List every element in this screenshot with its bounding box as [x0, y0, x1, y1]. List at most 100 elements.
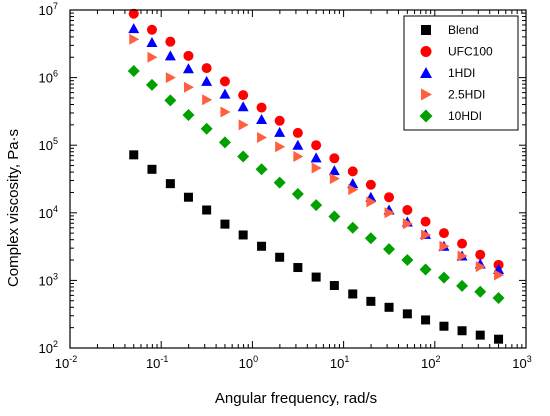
x-tick-label: 101: [330, 354, 349, 371]
legend-marker: [421, 88, 432, 101]
legend-label: 2.5HDI: [448, 88, 485, 102]
data-point: [257, 241, 267, 251]
legend-label: 10HDI: [448, 109, 482, 123]
data-point: [329, 281, 339, 291]
x-tick-label: 100: [239, 354, 258, 371]
data-point: [145, 78, 158, 91]
data-point: [346, 221, 359, 234]
x-tick-label: 10-2: [55, 354, 77, 371]
x-tick-label: 102: [421, 354, 440, 371]
data-point: [146, 37, 158, 48]
series-2-5hdi: [129, 33, 505, 281]
data-point: [365, 179, 376, 190]
data-point: [402, 205, 413, 216]
legend-marker: [419, 109, 433, 123]
y-tick-label: 103: [39, 271, 58, 288]
data-point: [147, 164, 157, 174]
data-point: [402, 309, 412, 319]
data-point: [182, 63, 194, 74]
data-point: [311, 162, 322, 174]
x-tick-label: 103: [512, 354, 531, 371]
data-point: [492, 291, 505, 304]
y-tick-label: 104: [39, 204, 58, 221]
data-point: [202, 94, 213, 106]
data-point: [183, 192, 193, 202]
data-point: [165, 72, 176, 84]
plot-frame: [69, 9, 527, 349]
data-point: [310, 152, 322, 163]
data-point: [494, 269, 505, 281]
legend-label: Blend: [448, 23, 479, 37]
y-tick-label: 106: [39, 69, 58, 86]
data-point: [348, 289, 358, 299]
data-point: [384, 207, 395, 219]
data-point: [494, 334, 504, 344]
data-point: [128, 23, 140, 34]
data-point: [329, 153, 340, 164]
data-point: [220, 106, 231, 118]
data-point: [274, 126, 286, 137]
data-point: [383, 243, 396, 256]
data-point: [237, 150, 250, 163]
legend-label: UFC100: [448, 45, 493, 59]
data-point: [291, 187, 304, 200]
data-point: [129, 33, 140, 45]
data-point: [275, 252, 285, 262]
data-point: [438, 228, 449, 239]
data-point: [183, 81, 194, 93]
data-point: [182, 108, 195, 121]
data-point: [474, 285, 487, 298]
data-point: [257, 131, 268, 143]
data-point: [421, 229, 432, 241]
data-point: [201, 63, 212, 74]
data-point: [164, 50, 176, 61]
data-point: [201, 75, 213, 86]
y-axis-title: Complex viscosity, Pa·s: [5, 129, 22, 287]
data-point: [164, 94, 177, 107]
y-tick-label: 105: [39, 136, 58, 153]
data-point: [364, 232, 377, 245]
data-point: [347, 166, 358, 177]
data-point: [328, 210, 341, 223]
data-point: [293, 263, 303, 273]
data-point: [255, 163, 268, 176]
data-point: [402, 218, 413, 230]
data-point: [219, 76, 230, 87]
legend-marker: [420, 46, 432, 57]
data-point: [348, 184, 359, 196]
y-tick-label: 102: [39, 339, 58, 356]
data-point: [147, 51, 158, 63]
data-point: [401, 254, 414, 267]
data-point: [439, 321, 449, 331]
legend-label: 1HDI: [448, 66, 475, 80]
data-point: [165, 179, 175, 189]
data-point: [220, 219, 230, 229]
data-point: [419, 263, 432, 276]
data-point: [475, 249, 486, 260]
data-point: [292, 139, 304, 150]
data-point: [218, 136, 231, 149]
data-point: [127, 65, 140, 78]
data-point: [256, 102, 267, 113]
data-point: [384, 192, 395, 203]
data-point: [165, 36, 176, 47]
data-point: [238, 90, 249, 101]
data-point: [128, 8, 139, 19]
data-point: [328, 165, 340, 176]
data-point: [439, 240, 450, 252]
series-blend: [129, 150, 504, 344]
x-tick-label: 10-1: [146, 354, 168, 371]
data-point: [366, 296, 376, 306]
data-point: [437, 271, 450, 284]
data-point: [146, 24, 157, 35]
data-point: [421, 315, 431, 325]
data-point: [311, 140, 322, 151]
data-point: [457, 238, 468, 249]
data-point: [183, 50, 194, 61]
data-point: [200, 122, 213, 135]
data-point: [237, 101, 249, 112]
data-point: [475, 330, 485, 340]
legend-marker: [420, 67, 432, 78]
data-point: [238, 119, 249, 131]
